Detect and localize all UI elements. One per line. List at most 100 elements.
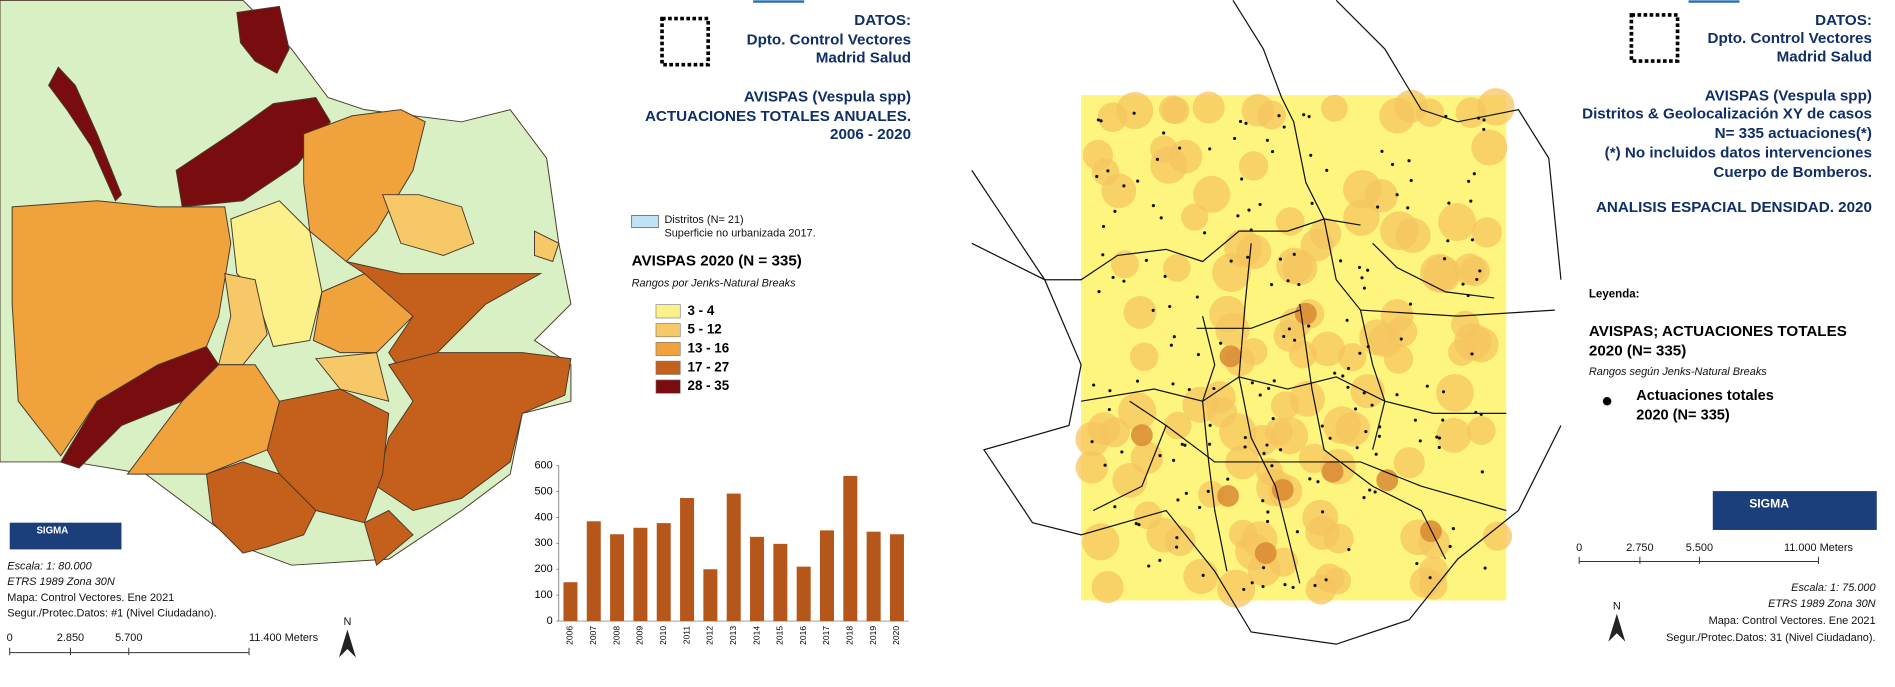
case-point [1206, 489, 1210, 493]
right-map [971, 0, 1562, 645]
case-point [1320, 510, 1325, 514]
case-point [1441, 390, 1446, 394]
case-point [1219, 341, 1223, 345]
boundary [1238, 243, 1301, 584]
x-tick-label: 2018 [845, 626, 855, 645]
case-point [1364, 430, 1368, 434]
density-core [1271, 478, 1294, 501]
case-point [1183, 443, 1187, 447]
case-point [1320, 424, 1324, 428]
district [314, 352, 390, 402]
case-point [1269, 283, 1274, 287]
title: (*) No incluidos datos intervenciones [1605, 144, 1872, 161]
bar [726, 493, 741, 622]
boundary [1299, 303, 1447, 560]
density-halo [1162, 96, 1190, 125]
case-point [1347, 547, 1351, 552]
case-point [1151, 204, 1155, 208]
case-point [1469, 199, 1473, 203]
legend-subtitle: Rangos según Jenks-Natural Breaks [1589, 366, 1767, 378]
case-point [1478, 269, 1482, 273]
case-point [1107, 407, 1111, 412]
case-point [1212, 386, 1216, 391]
boundary [1081, 376, 1507, 414]
density [1075, 88, 1515, 608]
density-halo [1209, 295, 1246, 333]
density-halo [1116, 92, 1154, 130]
legend-swatch [655, 304, 681, 319]
case-point [1413, 418, 1417, 422]
case-point [1261, 584, 1265, 589]
bar [796, 566, 811, 622]
title: Cuerpo de Bomberos. [1713, 164, 1871, 181]
case-point [1243, 445, 1247, 449]
bar [750, 536, 765, 622]
case-point [1483, 566, 1487, 570]
density-core [1130, 424, 1153, 447]
district [376, 352, 572, 512]
boundary [1092, 400, 1167, 512]
left-map [0, 0, 572, 567]
case-point [1203, 231, 1207, 235]
case-point [1451, 526, 1455, 531]
case-point [1122, 184, 1126, 188]
case-point [1135, 379, 1140, 383]
case-point [1208, 423, 1212, 427]
case-point [1437, 445, 1441, 450]
density-core [1217, 485, 1240, 507]
case-point [1266, 519, 1270, 524]
bar [586, 521, 601, 622]
legend: 3 - 4 5 - 12 13 - 16 17 - 27 28 - 35 [655, 303, 730, 394]
map-note: Segur./Protec.Datos: #1 (Nivel Ciudadano… [7, 608, 216, 620]
scale-label: 2.750 [1626, 542, 1653, 554]
density-core [1294, 302, 1317, 325]
north-label: N [343, 616, 351, 628]
case-point [1144, 258, 1148, 262]
case-point [1258, 393, 1262, 397]
case-point [1111, 275, 1115, 280]
boundary [1372, 242, 1495, 299]
x-tick-label: 2010 [658, 626, 668, 645]
top-tab [753, 0, 805, 3]
density-halo [1183, 558, 1219, 595]
case-point [1278, 448, 1283, 452]
scale-label: 0 [1576, 542, 1582, 554]
district [363, 509, 414, 567]
case-point [1261, 566, 1266, 570]
scale-bar [9, 647, 250, 656]
legend-label: 28 - 35 [688, 378, 730, 393]
case-point [1175, 536, 1179, 540]
case-point [1233, 136, 1237, 141]
case-point [1442, 257, 1447, 261]
district [534, 230, 560, 263]
case-point [1362, 286, 1367, 290]
case-point [1370, 403, 1374, 407]
y-tick-label: 400 [534, 511, 552, 523]
case-point [1229, 259, 1233, 263]
case-point [1409, 178, 1413, 183]
density-halo [1380, 211, 1419, 251]
case-point [1380, 149, 1384, 153]
case-point [1346, 366, 1351, 370]
case-point [1282, 125, 1286, 129]
case-point [1357, 265, 1362, 270]
density-core [1254, 542, 1277, 564]
case-point [1475, 277, 1479, 282]
density-halo [1337, 343, 1367, 372]
case-point [1418, 439, 1422, 443]
bar [656, 523, 671, 622]
case-point [1172, 458, 1176, 462]
density-halo [1305, 515, 1340, 550]
x-tick-label: 2019 [868, 626, 878, 645]
case-point [1307, 324, 1311, 328]
case-point [1333, 371, 1337, 375]
density-halo [1359, 319, 1396, 356]
y-tick-label: 300 [534, 537, 552, 549]
case-point [1261, 499, 1265, 503]
case-point [1240, 177, 1244, 181]
case-point [1377, 434, 1381, 438]
map-note: Mapa: Control Vectores. Ene 2021 [1709, 615, 1876, 627]
case-point [1368, 488, 1372, 492]
sigma-logo [1712, 491, 1877, 530]
qr-code [660, 16, 711, 67]
